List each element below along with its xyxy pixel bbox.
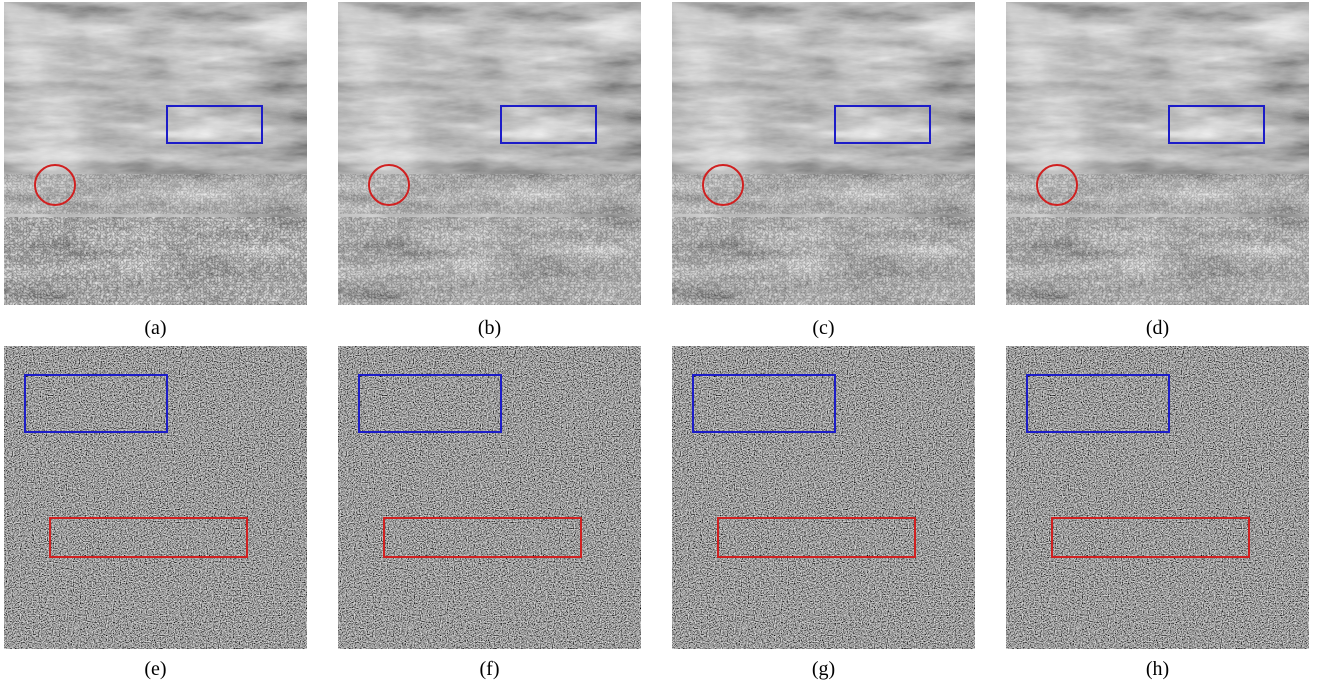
blue-box: [24, 374, 168, 433]
red-circle: [34, 164, 76, 206]
image-bright-band: [4, 174, 307, 214]
noise-base: [4, 346, 307, 649]
image-bright-band: [338, 174, 641, 214]
image-panel: [4, 2, 307, 305]
red-box: [717, 517, 916, 558]
image-panel: [338, 2, 641, 305]
blue-box: [358, 374, 502, 433]
image-speckle: [1006, 217, 1309, 305]
image-panel: [672, 346, 975, 649]
caption: (a): [144, 317, 166, 339]
image-panel: [1006, 2, 1309, 305]
image-panel: [338, 346, 641, 649]
red-box: [383, 517, 582, 558]
red-circle: [702, 164, 744, 206]
blue-box: [692, 374, 836, 433]
caption: (e): [144, 658, 166, 680]
caption: (d): [1146, 317, 1169, 339]
blue-box: [1168, 105, 1265, 144]
blue-box: [500, 105, 597, 144]
blue-box: [834, 105, 931, 144]
image-panel: [672, 2, 975, 305]
noise-base: [672, 346, 975, 649]
image-speckle: [338, 217, 641, 305]
caption: (c): [812, 317, 834, 339]
red-circle: [1036, 164, 1078, 206]
red-box: [1051, 517, 1250, 558]
noise-base: [1006, 346, 1309, 649]
image-panel: [1006, 346, 1309, 649]
noise-base: [338, 346, 641, 649]
image-speckle: [4, 217, 307, 305]
image-bright-band: [672, 174, 975, 214]
caption: (h): [1146, 658, 1169, 680]
red-box: [49, 517, 248, 558]
caption: (b): [478, 317, 501, 339]
caption: (f): [480, 658, 500, 680]
blue-box: [166, 105, 263, 144]
image-bright-band: [1006, 174, 1309, 214]
image-panel: [4, 346, 307, 649]
caption: (g): [812, 658, 835, 680]
image-speckle: [672, 217, 975, 305]
blue-box: [1026, 374, 1170, 433]
red-circle: [368, 164, 410, 206]
